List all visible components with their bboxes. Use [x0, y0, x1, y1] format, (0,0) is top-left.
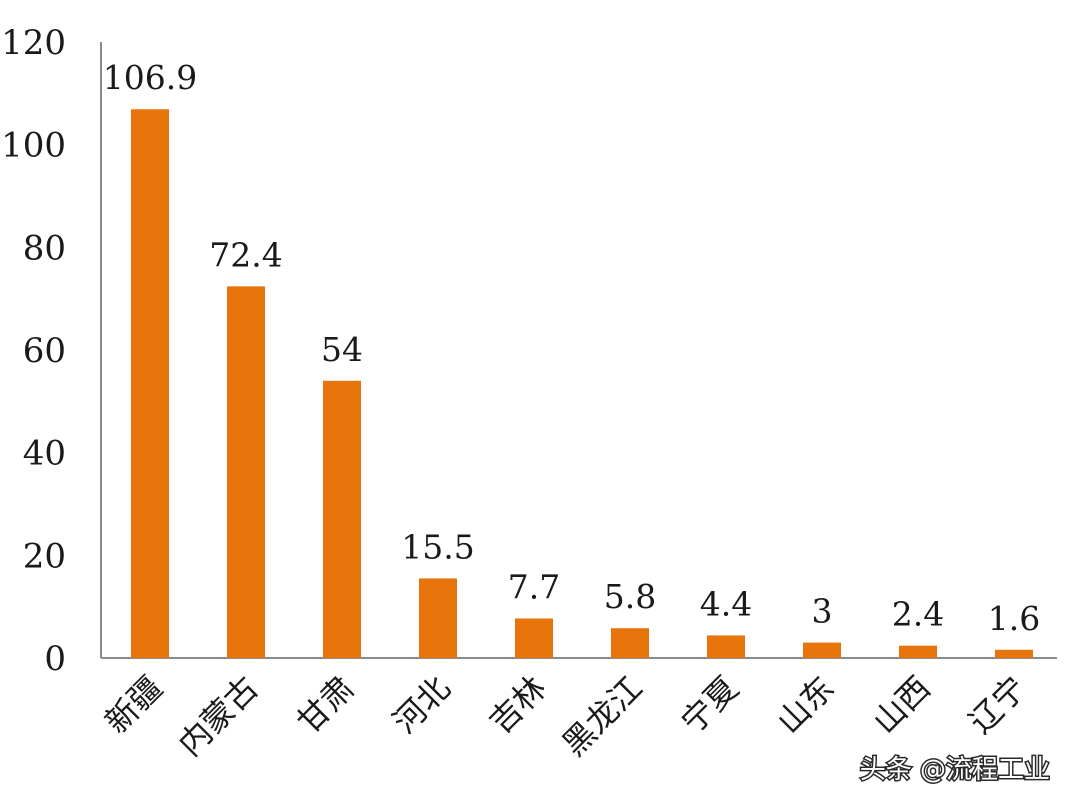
x-tick-label: 山东 — [770, 669, 842, 741]
bar — [131, 109, 169, 659]
bar — [227, 286, 265, 658]
bar — [995, 649, 1033, 658]
bar — [899, 645, 937, 658]
bar — [803, 642, 841, 658]
y-tick-label: 100 — [1, 126, 66, 166]
x-tick-label: 内蒙古 — [171, 669, 266, 764]
x-tick-label: 黑龙江 — [555, 669, 650, 764]
data-labels: 106.9 72.4 54 15.5 7.7 5.8 4.4 3 2.4 1.6 — [103, 58, 1040, 638]
bars — [131, 109, 1033, 659]
data-label: 5.8 — [604, 577, 656, 616]
data-label: 72.4 — [209, 235, 282, 274]
x-tick-label: 河北 — [386, 669, 458, 741]
x-tick-label: 甘肃 — [290, 669, 362, 741]
category-labels: 新疆 内蒙古 甘肃 河北 吉林 黑龙江 宁夏 山东 山西 辽宁 — [98, 669, 1034, 764]
x-tick-label: 宁夏 — [674, 669, 746, 741]
data-label: 4.4 — [700, 584, 752, 623]
y-tick-label: 20 — [23, 536, 66, 576]
x-tick-label: 新疆 — [98, 669, 170, 741]
data-label: 3 — [812, 592, 833, 631]
x-tick-label: 辽宁 — [962, 669, 1034, 741]
data-label: 7.7 — [508, 567, 560, 606]
data-label: 106.9 — [103, 58, 197, 97]
y-axis: 0 20 40 60 80 100 120 — [1, 23, 102, 679]
bar — [707, 635, 745, 658]
data-label: 1.6 — [988, 599, 1040, 638]
bar — [419, 578, 457, 658]
watermark-text: 头条 @流程工业 — [860, 755, 1050, 785]
y-tick-label: 40 — [23, 434, 66, 474]
data-label: 54 — [321, 330, 363, 369]
bar — [515, 618, 553, 658]
data-label: 15.5 — [401, 527, 474, 566]
bar — [323, 380, 361, 658]
x-tick-label: 吉林 — [482, 669, 554, 741]
data-label: 2.4 — [892, 595, 944, 634]
x-tick-label: 山西 — [866, 669, 938, 741]
y-tick-label: 80 — [23, 228, 66, 268]
y-tick-label: 0 — [44, 639, 66, 679]
y-tick-label: 120 — [1, 23, 66, 63]
y-tick-label: 60 — [23, 331, 66, 371]
bar — [611, 628, 649, 658]
